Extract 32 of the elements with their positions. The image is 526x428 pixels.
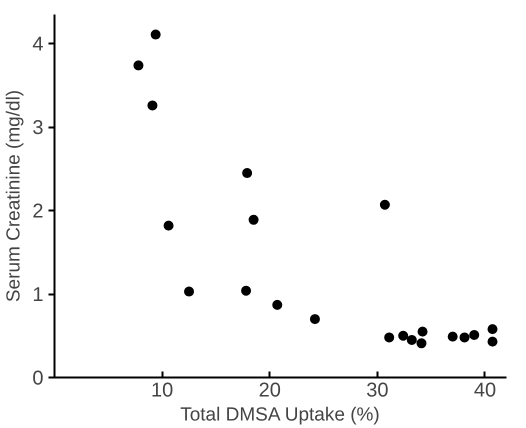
y-tick-label: 1	[32, 284, 44, 306]
point	[133, 60, 144, 70]
point	[488, 336, 498, 347]
point	[242, 168, 252, 178]
point	[398, 330, 408, 341]
y-tick-label: 2	[32, 200, 44, 223]
x-tick-label: 20	[258, 380, 281, 402]
x-axis-title: Total DMSA Uptake (%)	[180, 404, 380, 426]
point	[150, 30, 161, 40]
point	[164, 220, 174, 231]
point	[488, 324, 498, 334]
point	[147, 100, 158, 110]
x-tick-label: 40	[474, 380, 496, 402]
x-tick-label: 30	[366, 380, 388, 402]
point	[384, 332, 394, 342]
point	[448, 332, 458, 342]
point	[241, 286, 252, 296]
x-tick-label: 10	[150, 380, 174, 402]
point	[469, 330, 480, 340]
point	[272, 300, 282, 310]
y-tick-label: 4	[32, 34, 44, 56]
point	[184, 286, 194, 297]
point	[416, 338, 426, 348]
point	[418, 326, 428, 337]
point	[310, 314, 320, 324]
y-tick-label: 0	[32, 368, 44, 390]
y-tick-label: 3	[32, 117, 44, 140]
point	[380, 200, 390, 210]
point	[248, 214, 259, 225]
point	[460, 332, 470, 342]
point	[406, 334, 417, 345]
y-axis-title: Serum Creatinine (mg/dl)	[3, 90, 24, 302]
